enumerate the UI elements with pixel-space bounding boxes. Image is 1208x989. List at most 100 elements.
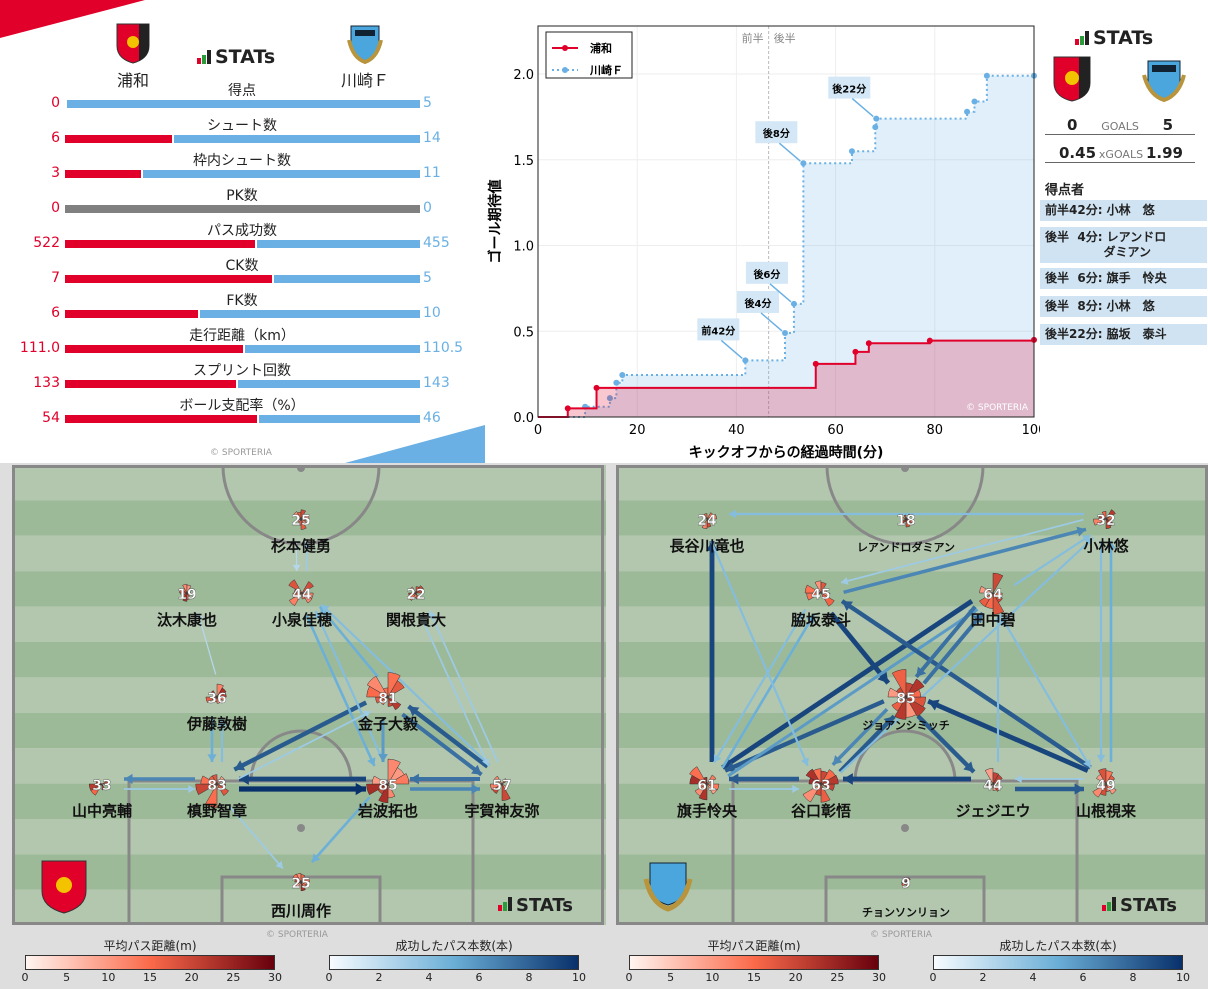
home-bar <box>65 135 172 143</box>
player-name: 田中碧 <box>970 611 1015 629</box>
colorbar-tick: 4 <box>1029 971 1037 984</box>
colorbar <box>629 955 879 970</box>
colorbar-title: 平均パス距離(m) <box>707 939 801 953</box>
away-bar <box>67 100 420 108</box>
pass-arrowhead <box>729 509 737 519</box>
pass-arrowhead <box>1096 754 1106 762</box>
player-name: レアンドロダミアン <box>857 540 955 554</box>
player-name: 伊藤敦樹 <box>186 715 247 733</box>
pass-distance-wedge <box>501 783 511 801</box>
home-bar <box>65 310 199 318</box>
pass-distance-wedge <box>415 592 420 600</box>
goal-area <box>824 875 986 923</box>
series-area-1 <box>538 75 1034 417</box>
pass-distance-wedge <box>301 592 313 604</box>
player-name: 宇賀神友弥 <box>464 802 539 820</box>
player-node: 25 西川周作 <box>271 873 331 920</box>
player-name: 長谷川竜也 <box>669 537 744 555</box>
stats-logo-text: STATs <box>1120 895 1177 916</box>
player-name: 槙野智章 <box>187 802 247 820</box>
scorer-item: 後半 6分: 旗手 怜央 <box>1040 268 1207 289</box>
away-stat-value: 5 <box>423 270 432 286</box>
pass-arrowhead <box>314 611 323 620</box>
pass-arrow <box>710 540 809 767</box>
player-name: 汰木康也 <box>157 611 217 629</box>
home-bar <box>65 415 257 423</box>
pass-distance-wedge <box>1105 774 1116 785</box>
pass-distance-wedge <box>987 783 994 788</box>
home-stat-value: 0 <box>51 95 60 111</box>
pass-distance-wedge <box>1105 518 1112 529</box>
player-name: 小泉佳穂 <box>272 611 332 629</box>
home-stat-value: 6 <box>51 305 60 321</box>
data-point <box>852 348 859 355</box>
away-goals: 5 <box>1162 116 1173 134</box>
away-bar <box>244 345 420 353</box>
pass-arrowhead <box>367 757 376 766</box>
player-node: 44 ジェジエウ <box>955 768 1031 820</box>
pass-arrow <box>916 714 976 774</box>
pass-arrow <box>407 704 489 769</box>
player-node: 83 槙野智章 <box>187 774 247 820</box>
player-name: ジェジエウ <box>955 802 1030 820</box>
x-axis-label: キックオフからの経過時間(分) <box>689 444 884 461</box>
pitch-stripe <box>12 606 606 642</box>
pass-distance-wedge <box>703 776 708 785</box>
pass-arrowhead <box>321 604 330 613</box>
pass-arrow <box>721 599 974 770</box>
colorbar-tick: 15 <box>747 971 761 984</box>
colorbar-tick: 10 <box>1176 971 1190 984</box>
player-node: 36 伊藤敦樹 <box>186 683 247 733</box>
pitch-stripe <box>616 606 1208 642</box>
pass-arrow <box>927 698 1089 773</box>
away-stat-value: 46 <box>423 410 441 426</box>
pass-arrow <box>233 700 368 772</box>
pass-distance-wedge <box>293 511 302 520</box>
pass-distance-wedge <box>894 696 907 720</box>
data-point <box>848 148 855 155</box>
player-name: ジョアンシミッチ <box>862 719 950 732</box>
pitch-stripe <box>12 854 606 890</box>
player-node: 44 小泉佳穂 <box>272 579 332 629</box>
pass-distance-wedge <box>387 758 401 785</box>
data-point <box>865 340 872 347</box>
scorers-title: 得点者 <box>1045 183 1085 198</box>
stat-label: 枠内シュート数 <box>193 153 291 169</box>
pass-arrowhead <box>362 710 371 719</box>
data-point <box>812 360 819 367</box>
pitch-stripe <box>616 535 1208 572</box>
data-point <box>964 108 971 115</box>
data-point <box>790 300 797 307</box>
pass-arrowhead <box>1015 774 1022 784</box>
colorbar-tick: 2 <box>979 971 987 984</box>
pass-distance-wedge <box>301 581 314 594</box>
player-name: 岩波拓也 <box>357 802 418 820</box>
penalty-spot <box>297 824 305 832</box>
pass-distance-wedge <box>887 687 907 698</box>
pass-distance-wedge <box>200 775 218 785</box>
pass-distance-wedge <box>891 669 907 698</box>
pass-distance-wedge <box>901 518 907 524</box>
colorbar-title: 成功したパス本数(本) <box>395 939 513 953</box>
colorbar-tick: 30 <box>268 971 282 984</box>
away-stat-value: 11 <box>423 165 441 181</box>
pass-arrowhead <box>843 773 853 785</box>
pass-arrowhead <box>408 706 420 717</box>
pitch-stripe <box>12 642 606 678</box>
player-name: 山根視来 <box>1076 802 1137 820</box>
second-half-label: 後半 <box>774 31 796 45</box>
colorbar-tick: 15 <box>143 971 157 984</box>
away-stat-value: 455 <box>423 235 450 251</box>
player-number: 25 <box>291 876 310 892</box>
player-name: 西川周作 <box>271 902 331 920</box>
player-name: チョンソンリョン <box>862 906 950 919</box>
home-team-name: 浦和 <box>116 71 149 90</box>
player-node: 61 旗手怜央 <box>677 766 738 820</box>
pass-arrow <box>318 605 379 678</box>
player-node: 81 金子大毅 <box>357 672 419 733</box>
stat-label: 得点 <box>228 83 256 99</box>
plot-area <box>538 26 1034 417</box>
annotation-arrow <box>851 98 874 118</box>
pass-arrow <box>401 712 483 777</box>
